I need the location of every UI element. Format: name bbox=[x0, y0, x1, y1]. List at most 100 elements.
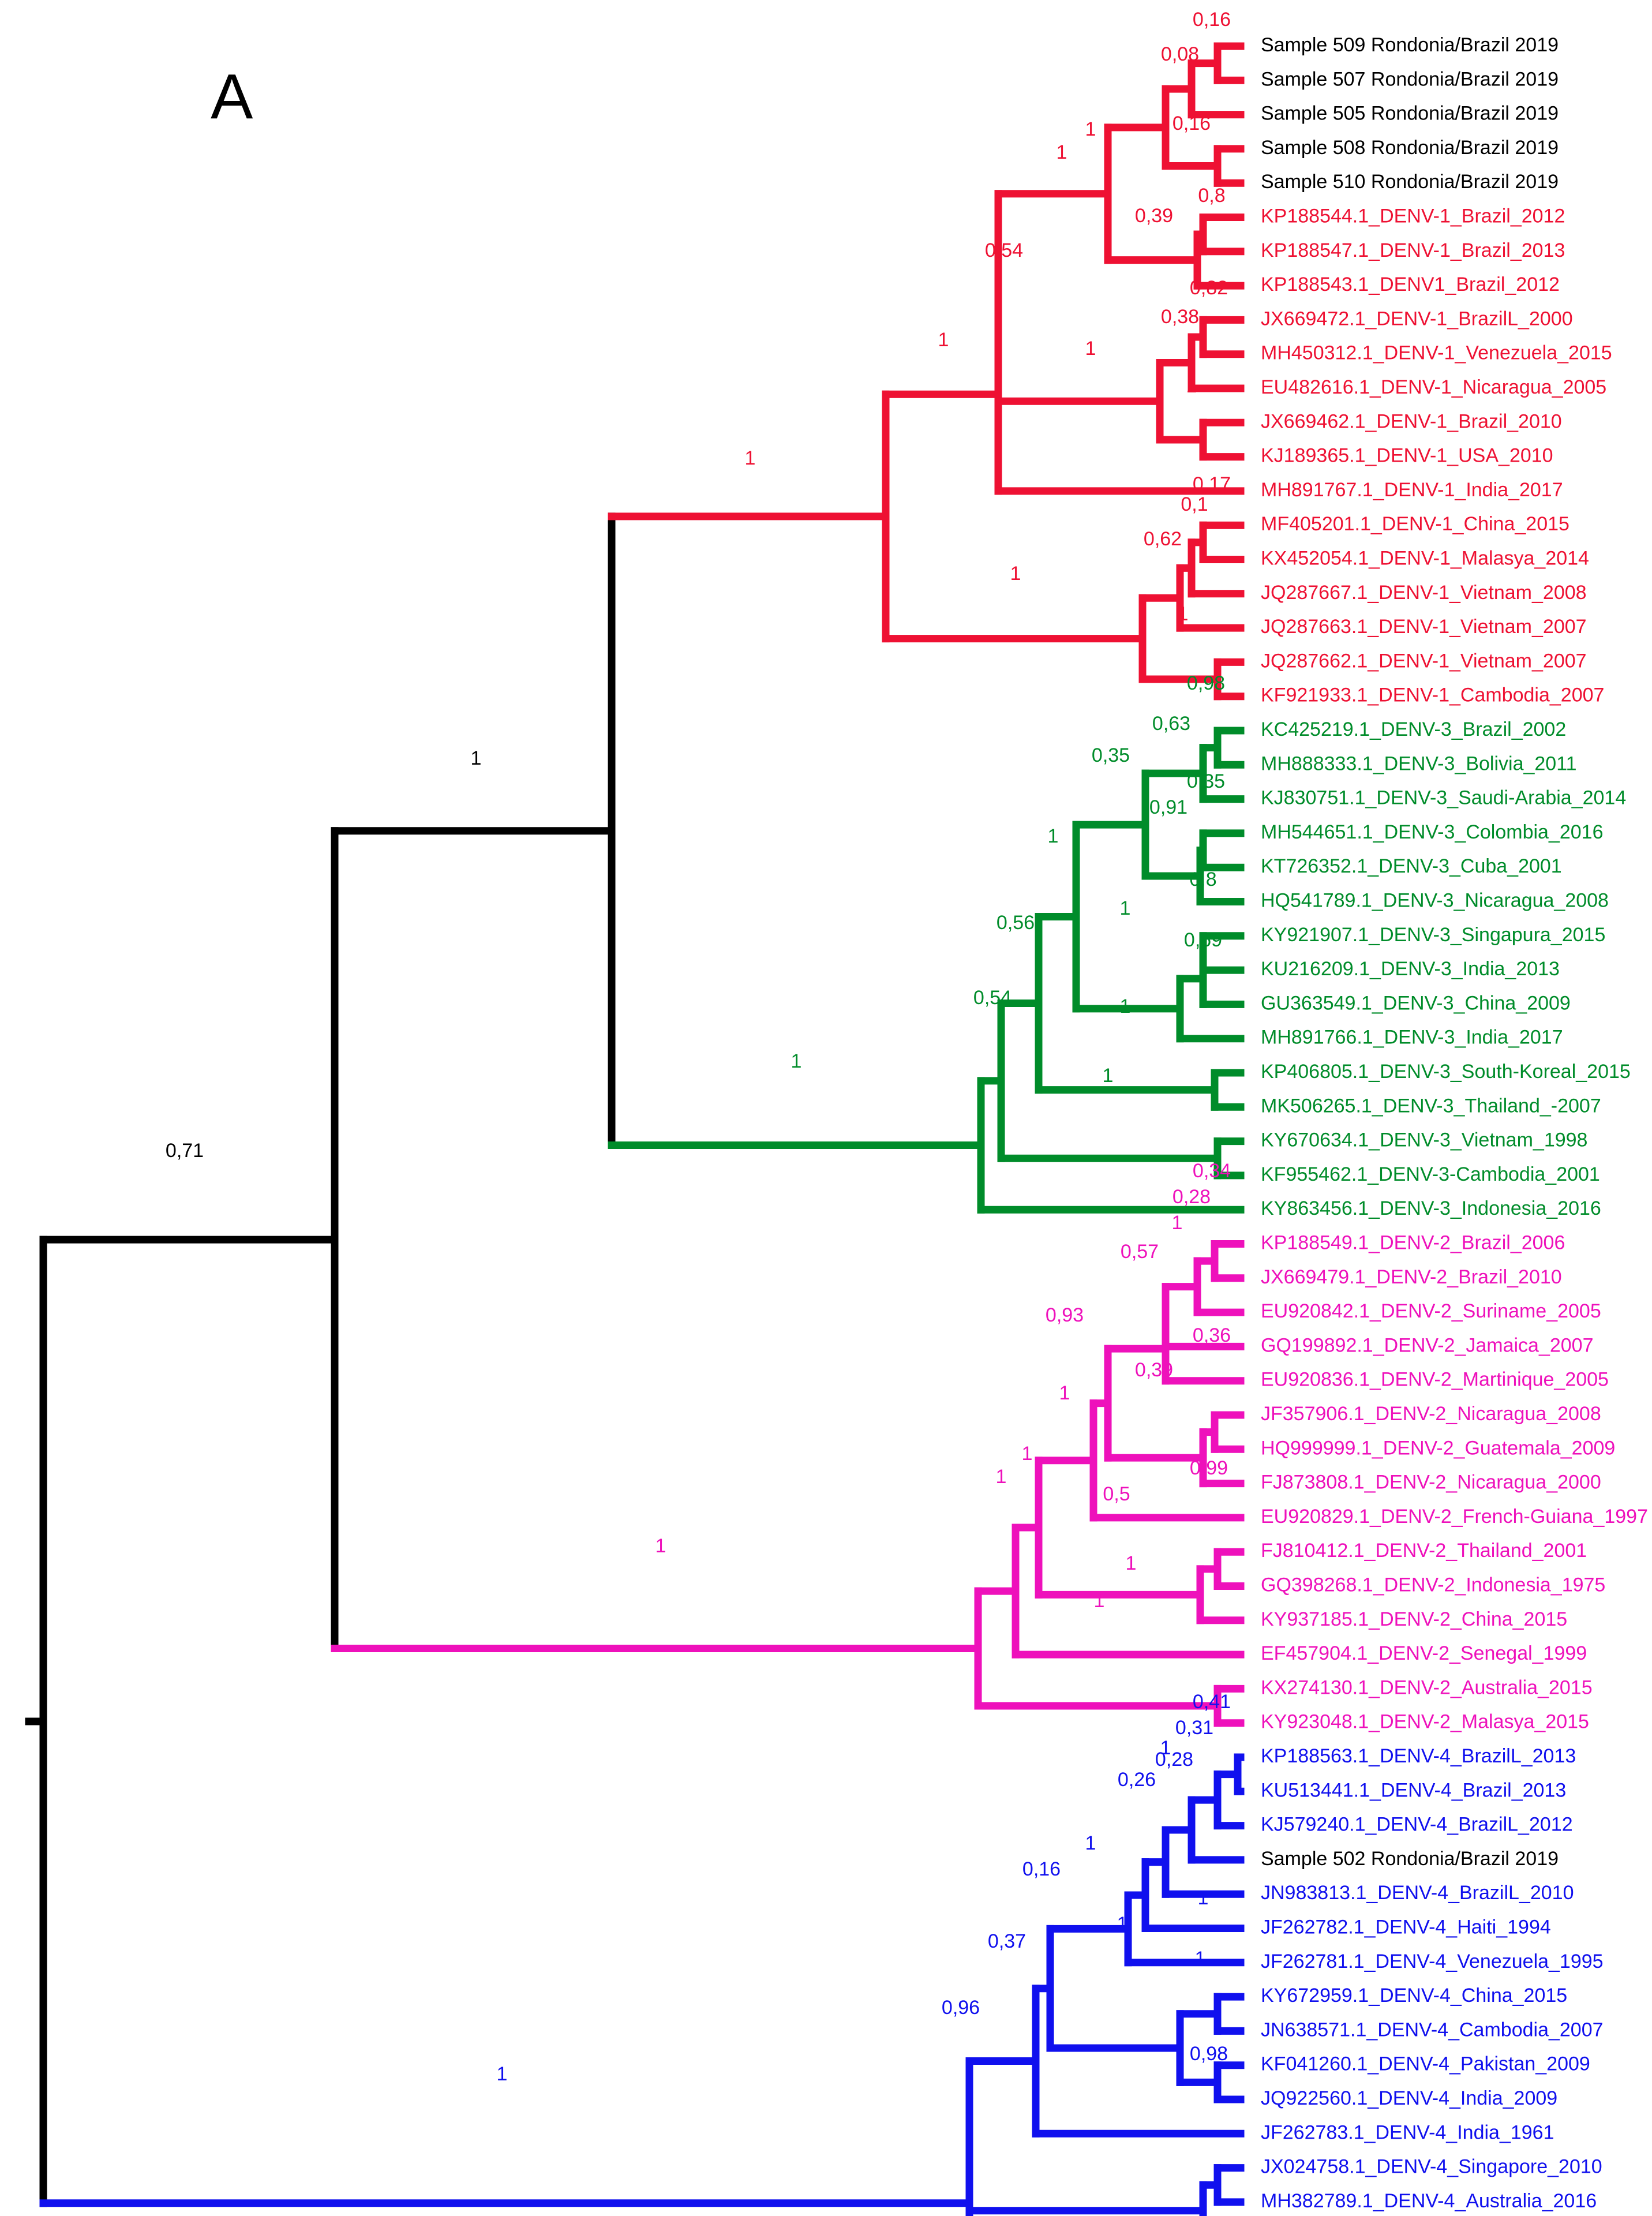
support-value: 1 bbox=[1160, 1737, 1171, 1759]
leaf-label: GQ199892.1_DENV-2_Jamaica_2007 bbox=[1261, 1334, 1594, 1356]
support-value: 1 bbox=[1057, 141, 1067, 163]
support-value: 1 bbox=[745, 447, 756, 469]
leaf-label: JX024758.1_DENV-4_Singapore_2010 bbox=[1261, 2156, 1602, 2178]
leaf-label: JQ287662.1_DENV-1_Vietnam_2007 bbox=[1261, 650, 1587, 672]
support-value: 0,31 bbox=[1175, 1717, 1213, 1739]
panel-label: A bbox=[211, 61, 253, 132]
leaf-label: JX669479.1_DENV-2_Brazil_2010 bbox=[1261, 1266, 1562, 1288]
leaf-label: KT726352.1_DENV-3_Cuba_2001 bbox=[1261, 855, 1562, 877]
support-value: 1 bbox=[1126, 1552, 1137, 1574]
leaf-label: Sample 507 Rondonia/Brazil 2019 bbox=[1261, 68, 1559, 90]
support-value: 0,91 bbox=[1149, 796, 1188, 818]
leaf-label: KP406805.1_DENV-3_South-Koreal_2015 bbox=[1261, 1061, 1631, 1083]
leaf-label: Sample 508 Rondonia/Brazil 2019 bbox=[1261, 137, 1559, 159]
support-value: 0,28 bbox=[1172, 1186, 1211, 1208]
leaf-label: HQ541789.1_DENV-3_Nicaragua_2008 bbox=[1261, 889, 1609, 911]
leaf-label: EF457904.1_DENV-2_Senegal_1999 bbox=[1261, 1642, 1587, 1664]
support-value: 0,96 bbox=[942, 1997, 980, 2019]
support-value: 0,57 bbox=[1121, 1241, 1159, 1263]
support-value: 1 bbox=[1178, 603, 1189, 625]
support-value: 0,35 bbox=[1092, 744, 1130, 766]
support-value: 1 bbox=[1085, 118, 1096, 140]
support-value: 0,69 bbox=[1184, 929, 1222, 951]
leaf-label: EU920842.1_DENV-2_Suriname_2005 bbox=[1261, 1300, 1601, 1322]
leaf-label: Sample 509 Rondonia/Brazil 2019 bbox=[1261, 34, 1559, 56]
leaf-labels: Sample 509 Rondonia/Brazil 2019 Sample 50… bbox=[1261, 34, 1648, 2212]
support-value: 0,8 bbox=[1189, 869, 1216, 890]
leaf-label: GU363549.1_DENV-3_China_2009 bbox=[1261, 992, 1571, 1014]
leaf-label: KX452054.1_DENV-1_Malasya_2014 bbox=[1261, 547, 1589, 569]
support-value: 0,54 bbox=[973, 987, 1012, 1009]
leaf-label: JF262782.1_DENV-4_Haiti_1994 bbox=[1261, 1916, 1551, 1938]
leaf-label: MH544651.1_DENV-3_Colombia_2016 bbox=[1261, 821, 1604, 843]
leaf-label: EU482616.1_DENV-1_Nicaragua_2005 bbox=[1261, 376, 1606, 398]
support-value: 1 bbox=[791, 1050, 802, 1072]
leaf-label: KP188544.1_DENV-1_Brazil_2012 bbox=[1261, 205, 1565, 227]
leaf-label: JF262781.1_DENV-4_Venezuela_1995 bbox=[1261, 1951, 1604, 1972]
leaf-label: EU920836.1_DENV-2_Martinique_2005 bbox=[1261, 1369, 1609, 1391]
support-value: 0,71 bbox=[166, 1140, 204, 1162]
leaf-label: MH891767.1_DENV-1_India_2017 bbox=[1261, 479, 1563, 501]
leaf-label: MF405201.1_DENV-1_China_2015 bbox=[1261, 513, 1569, 535]
support-value: 0,34 bbox=[1193, 1160, 1231, 1182]
leaf-label: JF262783.1_DENV-4_India_1961 bbox=[1261, 2121, 1554, 2143]
leaf-label: KU513441.1_DENV-4_Brazil_2013 bbox=[1261, 1779, 1566, 1801]
leaf-label: JQ922560.1_DENV-4_India_2009 bbox=[1261, 2087, 1557, 2109]
support-value: 1 bbox=[655, 1535, 666, 1557]
leaf-label: KJ830751.1_DENV-3_Saudi-Arabia_2014 bbox=[1261, 787, 1626, 809]
leaf-label: KY937185.1_DENV-2_China_2015 bbox=[1261, 1608, 1567, 1630]
leaf-label: KJ579240.1_DENV-4_BrazilL_2012 bbox=[1261, 1814, 1573, 1836]
support-value: 1 bbox=[1195, 1948, 1206, 1970]
support-value: 1 bbox=[1186, 375, 1197, 397]
support-value: 1 bbox=[1094, 1590, 1105, 1612]
leaf-label: HQ999999.1_DENV-2_Guatemala_2009 bbox=[1261, 1437, 1615, 1459]
leaf-label: Sample 505 Rondonia/Brazil 2019 bbox=[1261, 103, 1559, 125]
support-value: 0,28 bbox=[1155, 1749, 1193, 1770]
leaf-label: KU216209.1_DENV-3_India_2013 bbox=[1261, 958, 1560, 980]
support-value: 0,54 bbox=[985, 239, 1023, 261]
leaf-label: KY670634.1_DENV-3_Vietnam_1998 bbox=[1261, 1129, 1587, 1151]
leaf-label: KP188543.1_DENV1_Brazil_2012 bbox=[1261, 274, 1560, 295]
leaf-label: JX669472.1_DENV-1_BrazilL_2000 bbox=[1261, 308, 1573, 330]
support-value: 1 bbox=[1198, 1887, 1209, 1909]
leaf-label: KY863456.1_DENV-3_Indonesia_2016 bbox=[1261, 1197, 1601, 1219]
leaf-label: FJ810412.1_DENV-2_Thailand_2001 bbox=[1261, 1540, 1587, 1562]
support-value: 1 bbox=[1048, 825, 1059, 847]
support-value: 0,98 bbox=[1187, 672, 1225, 694]
leaf-label: JX669462.1_DENV-1_Brazil_2010 bbox=[1261, 410, 1562, 432]
support-value: 0,41 bbox=[1193, 1691, 1231, 1713]
leaf-label: JF357906.1_DENV-2_Nicaragua_2008 bbox=[1261, 1403, 1601, 1425]
leaf-label: JN983813.1_DENV-4_BrazilL_2010 bbox=[1261, 1882, 1574, 1904]
support-value: 0,16 bbox=[1022, 1858, 1061, 1880]
leaf-label: GQ398268.1_DENV-2_Indonesia_1975 bbox=[1261, 1574, 1605, 1596]
support-value: 0,82 bbox=[1190, 277, 1228, 299]
support-value: 0,39 bbox=[1135, 205, 1173, 227]
support-value: 1 bbox=[1085, 338, 1096, 360]
support-value: 0,08 bbox=[1161, 43, 1199, 65]
leaf-label: JN638571.1_DENV-4_Cambodia_2007 bbox=[1261, 2019, 1604, 2041]
support-values: 0,7111110,5410,080,160,160,390,810,380,8… bbox=[166, 9, 1231, 2085]
support-value: 0,37 bbox=[988, 1930, 1026, 1952]
support-value: 0,5 bbox=[1103, 1483, 1130, 1505]
leaf-label: KP188547.1_DENV-1_Brazil_2013 bbox=[1261, 239, 1565, 261]
leaf-label: KP188563.1_DENV-4_BrazilL_2013 bbox=[1261, 1745, 1576, 1767]
leaf-label: KF921933.1_DENV-1_Cambodia_2007 bbox=[1261, 684, 1604, 706]
leaf-label: KP188549.1_DENV-2_Brazil_2006 bbox=[1261, 1231, 1565, 1253]
support-value: 1 bbox=[1172, 1212, 1183, 1234]
leaf-label: MH888333.1_DENV-3_Bolivia_2011 bbox=[1261, 753, 1577, 774]
support-value: 0,17 bbox=[1193, 473, 1231, 495]
support-value: 1 bbox=[1103, 1065, 1114, 1087]
leaf-label: KF955462.1_DENV-3-Cambodia_2001 bbox=[1261, 1163, 1600, 1185]
support-value: 0,56 bbox=[997, 912, 1035, 934]
leaf-label: EU920829.1_DENV-2_French-Guiana_1997 bbox=[1261, 1506, 1648, 1528]
leaf-label: MH891766.1_DENV-3_India_2017 bbox=[1261, 1027, 1563, 1049]
leaf-label: KY921907.1_DENV-3_Singapura_2015 bbox=[1261, 924, 1605, 946]
support-value: 1 bbox=[1120, 897, 1131, 919]
support-value: 0,1 bbox=[1181, 493, 1208, 515]
leaf-label: KY672959.1_DENV-4_China_2015 bbox=[1261, 1985, 1567, 2007]
leaf-label: MK506265.1_DENV-3_Thailand_-2007 bbox=[1261, 1095, 1601, 1117]
support-value: 0,63 bbox=[1152, 713, 1190, 735]
support-value: 0,38 bbox=[1161, 306, 1199, 328]
support-value: 0,93 bbox=[1046, 1304, 1084, 1326]
